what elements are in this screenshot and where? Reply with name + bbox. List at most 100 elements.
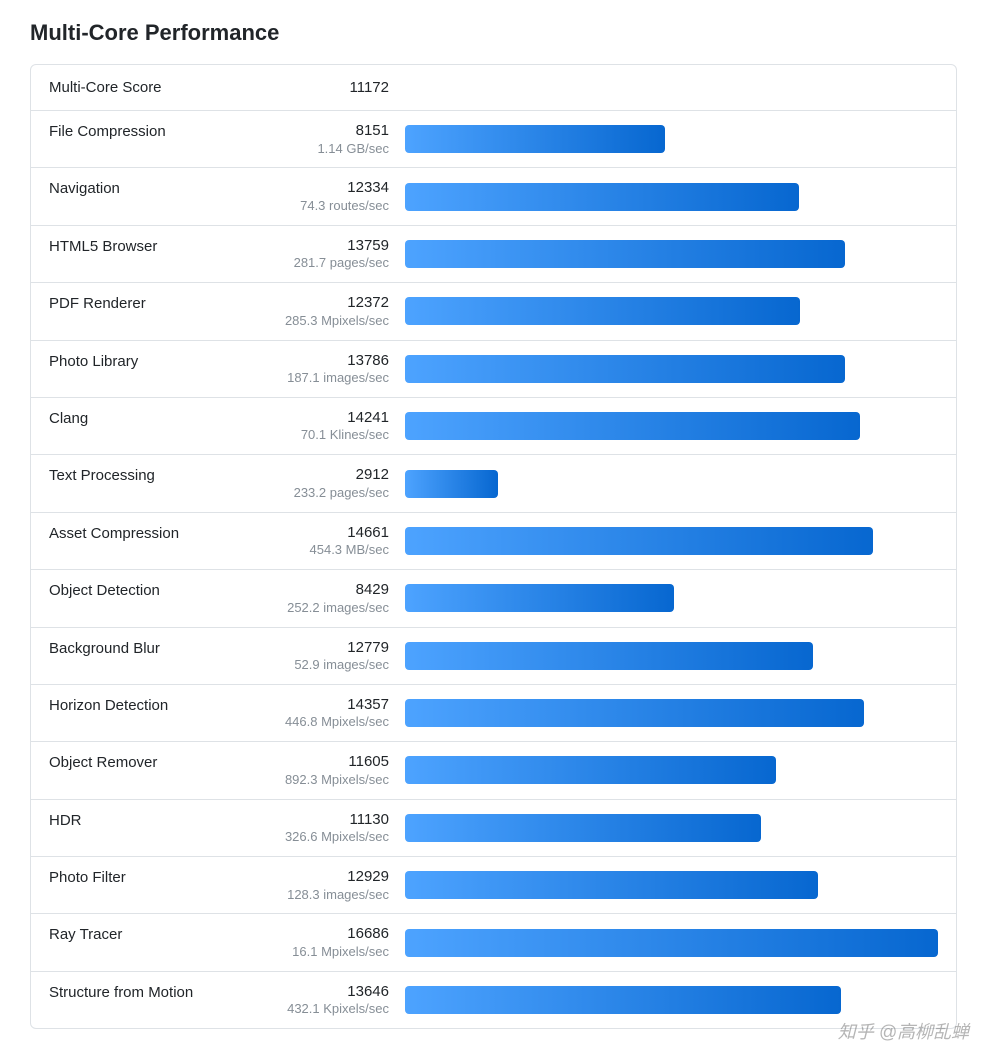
benchmark-label: Photo Library (49, 351, 249, 387)
benchmark-values: 8429252.2 images/sec (249, 580, 389, 616)
benchmark-bar-container (389, 580, 938, 616)
benchmark-unit: 892.3 Mpixels/sec (249, 772, 389, 789)
benchmark-bar-container (389, 351, 938, 387)
benchmark-label: Text Processing (49, 465, 249, 501)
benchmark-value: 8151 (249, 121, 389, 141)
benchmark-bar (405, 986, 841, 1014)
score-value: 11172 (249, 79, 389, 96)
benchmark-row: HDR11130326.6 Mpixels/sec (31, 800, 956, 857)
benchmark-bar-container (389, 810, 938, 846)
benchmark-unit: 1.14 GB/sec (249, 141, 389, 158)
benchmark-bar (405, 642, 813, 670)
benchmark-bar-container (389, 752, 938, 788)
benchmark-row: Photo Filter12929128.3 images/sec (31, 857, 956, 914)
benchmark-bar (405, 527, 873, 555)
benchmark-bar-container (389, 867, 938, 903)
benchmark-values: 13646432.1 Kpixels/sec (249, 982, 389, 1018)
benchmark-value: 2912 (249, 465, 389, 485)
benchmark-bar-container (389, 408, 938, 444)
benchmark-unit: 52.9 images/sec (249, 657, 389, 674)
benchmark-bar (405, 929, 938, 957)
benchmark-value: 12779 (249, 638, 389, 658)
benchmark-unit: 432.1 Kpixels/sec (249, 1001, 389, 1018)
benchmark-label: Object Remover (49, 752, 249, 788)
benchmark-values: 1424170.1 Klines/sec (249, 408, 389, 444)
benchmark-bar-container (389, 178, 938, 214)
benchmark-value: 13646 (249, 982, 389, 1002)
benchmark-label: PDF Renderer (49, 293, 249, 329)
benchmark-value: 12929 (249, 867, 389, 887)
benchmark-label: Photo Filter (49, 867, 249, 903)
benchmark-values: 13759281.7 pages/sec (249, 236, 389, 272)
benchmark-label: Clang (49, 408, 249, 444)
benchmark-label: Object Detection (49, 580, 249, 616)
benchmark-row: Background Blur1277952.9 images/sec (31, 628, 956, 685)
benchmark-unit: 446.8 Mpixels/sec (249, 714, 389, 731)
benchmark-label: HDR (49, 810, 249, 846)
benchmark-card: Multi-Core Score 11172 File Compression8… (30, 64, 957, 1029)
benchmark-row: File Compression81511.14 GB/sec (31, 111, 956, 168)
benchmark-label: HTML5 Browser (49, 236, 249, 272)
benchmark-bar-container (389, 695, 938, 731)
benchmark-unit: 233.2 pages/sec (249, 485, 389, 502)
benchmark-label: Structure from Motion (49, 982, 249, 1018)
benchmark-bar-container (389, 465, 938, 501)
benchmark-unit: 285.3 Mpixels/sec (249, 313, 389, 330)
benchmark-row: Ray Tracer1668616.1 Mpixels/sec (31, 914, 956, 971)
benchmark-bar (405, 814, 761, 842)
benchmark-bar (405, 125, 665, 153)
benchmark-value: 13786 (249, 351, 389, 371)
benchmark-value: 14661 (249, 523, 389, 543)
benchmark-unit: 70.1 Klines/sec (249, 427, 389, 444)
benchmark-value: 14357 (249, 695, 389, 715)
benchmark-values: 81511.14 GB/sec (249, 121, 389, 157)
benchmark-values: 13786187.1 images/sec (249, 351, 389, 387)
benchmark-bar-container (389, 121, 938, 157)
benchmark-row: Text Processing2912233.2 pages/sec (31, 455, 956, 512)
benchmark-values: 2912233.2 pages/sec (249, 465, 389, 501)
benchmark-row: Asset Compression14661454.3 MB/sec (31, 513, 956, 570)
benchmark-bar (405, 871, 818, 899)
benchmark-row: Photo Library13786187.1 images/sec (31, 341, 956, 398)
benchmark-label: Horizon Detection (49, 695, 249, 731)
benchmark-bar (405, 297, 800, 325)
benchmark-row: Object Remover11605892.3 Mpixels/sec (31, 742, 956, 799)
benchmark-unit: 281.7 pages/sec (249, 255, 389, 272)
benchmark-bar (405, 355, 845, 383)
benchmark-unit: 16.1 Mpixels/sec (249, 944, 389, 961)
benchmark-value: 8429 (249, 580, 389, 600)
benchmark-bar-container (389, 638, 938, 674)
benchmark-label: File Compression (49, 121, 249, 157)
benchmark-unit: 187.1 images/sec (249, 370, 389, 387)
benchmark-value: 12372 (249, 293, 389, 313)
benchmark-row: HTML5 Browser13759281.7 pages/sec (31, 226, 956, 283)
benchmark-values: 14357446.8 Mpixels/sec (249, 695, 389, 731)
benchmark-bar (405, 470, 498, 498)
benchmark-values: 11605892.3 Mpixels/sec (249, 752, 389, 788)
benchmark-bar (405, 412, 860, 440)
benchmark-row: Horizon Detection14357446.8 Mpixels/sec (31, 685, 956, 742)
benchmark-label: Asset Compression (49, 523, 249, 559)
benchmark-bar-container (389, 982, 938, 1018)
benchmark-unit: 326.6 Mpixels/sec (249, 829, 389, 846)
benchmark-bar (405, 584, 674, 612)
benchmark-value: 12334 (249, 178, 389, 198)
benchmark-row: PDF Renderer12372285.3 Mpixels/sec (31, 283, 956, 340)
benchmark-value: 11605 (249, 752, 389, 772)
benchmark-row: Clang1424170.1 Klines/sec (31, 398, 956, 455)
score-label: Multi-Core Score (49, 79, 249, 96)
benchmark-row: Structure from Motion13646432.1 Kpixels/… (31, 972, 956, 1028)
benchmark-values: 12372285.3 Mpixels/sec (249, 293, 389, 329)
benchmark-bar-container (389, 293, 938, 329)
benchmark-values: 1668616.1 Mpixels/sec (249, 924, 389, 960)
benchmark-value: 11130 (249, 810, 389, 830)
benchmark-bar (405, 183, 799, 211)
benchmark-values: 14661454.3 MB/sec (249, 523, 389, 559)
benchmark-bar (405, 699, 864, 727)
benchmark-label: Background Blur (49, 638, 249, 674)
benchmark-label: Navigation (49, 178, 249, 214)
benchmark-label: Ray Tracer (49, 924, 249, 960)
benchmark-bar-container (389, 236, 938, 272)
benchmark-value: 13759 (249, 236, 389, 256)
benchmark-bar (405, 756, 776, 784)
